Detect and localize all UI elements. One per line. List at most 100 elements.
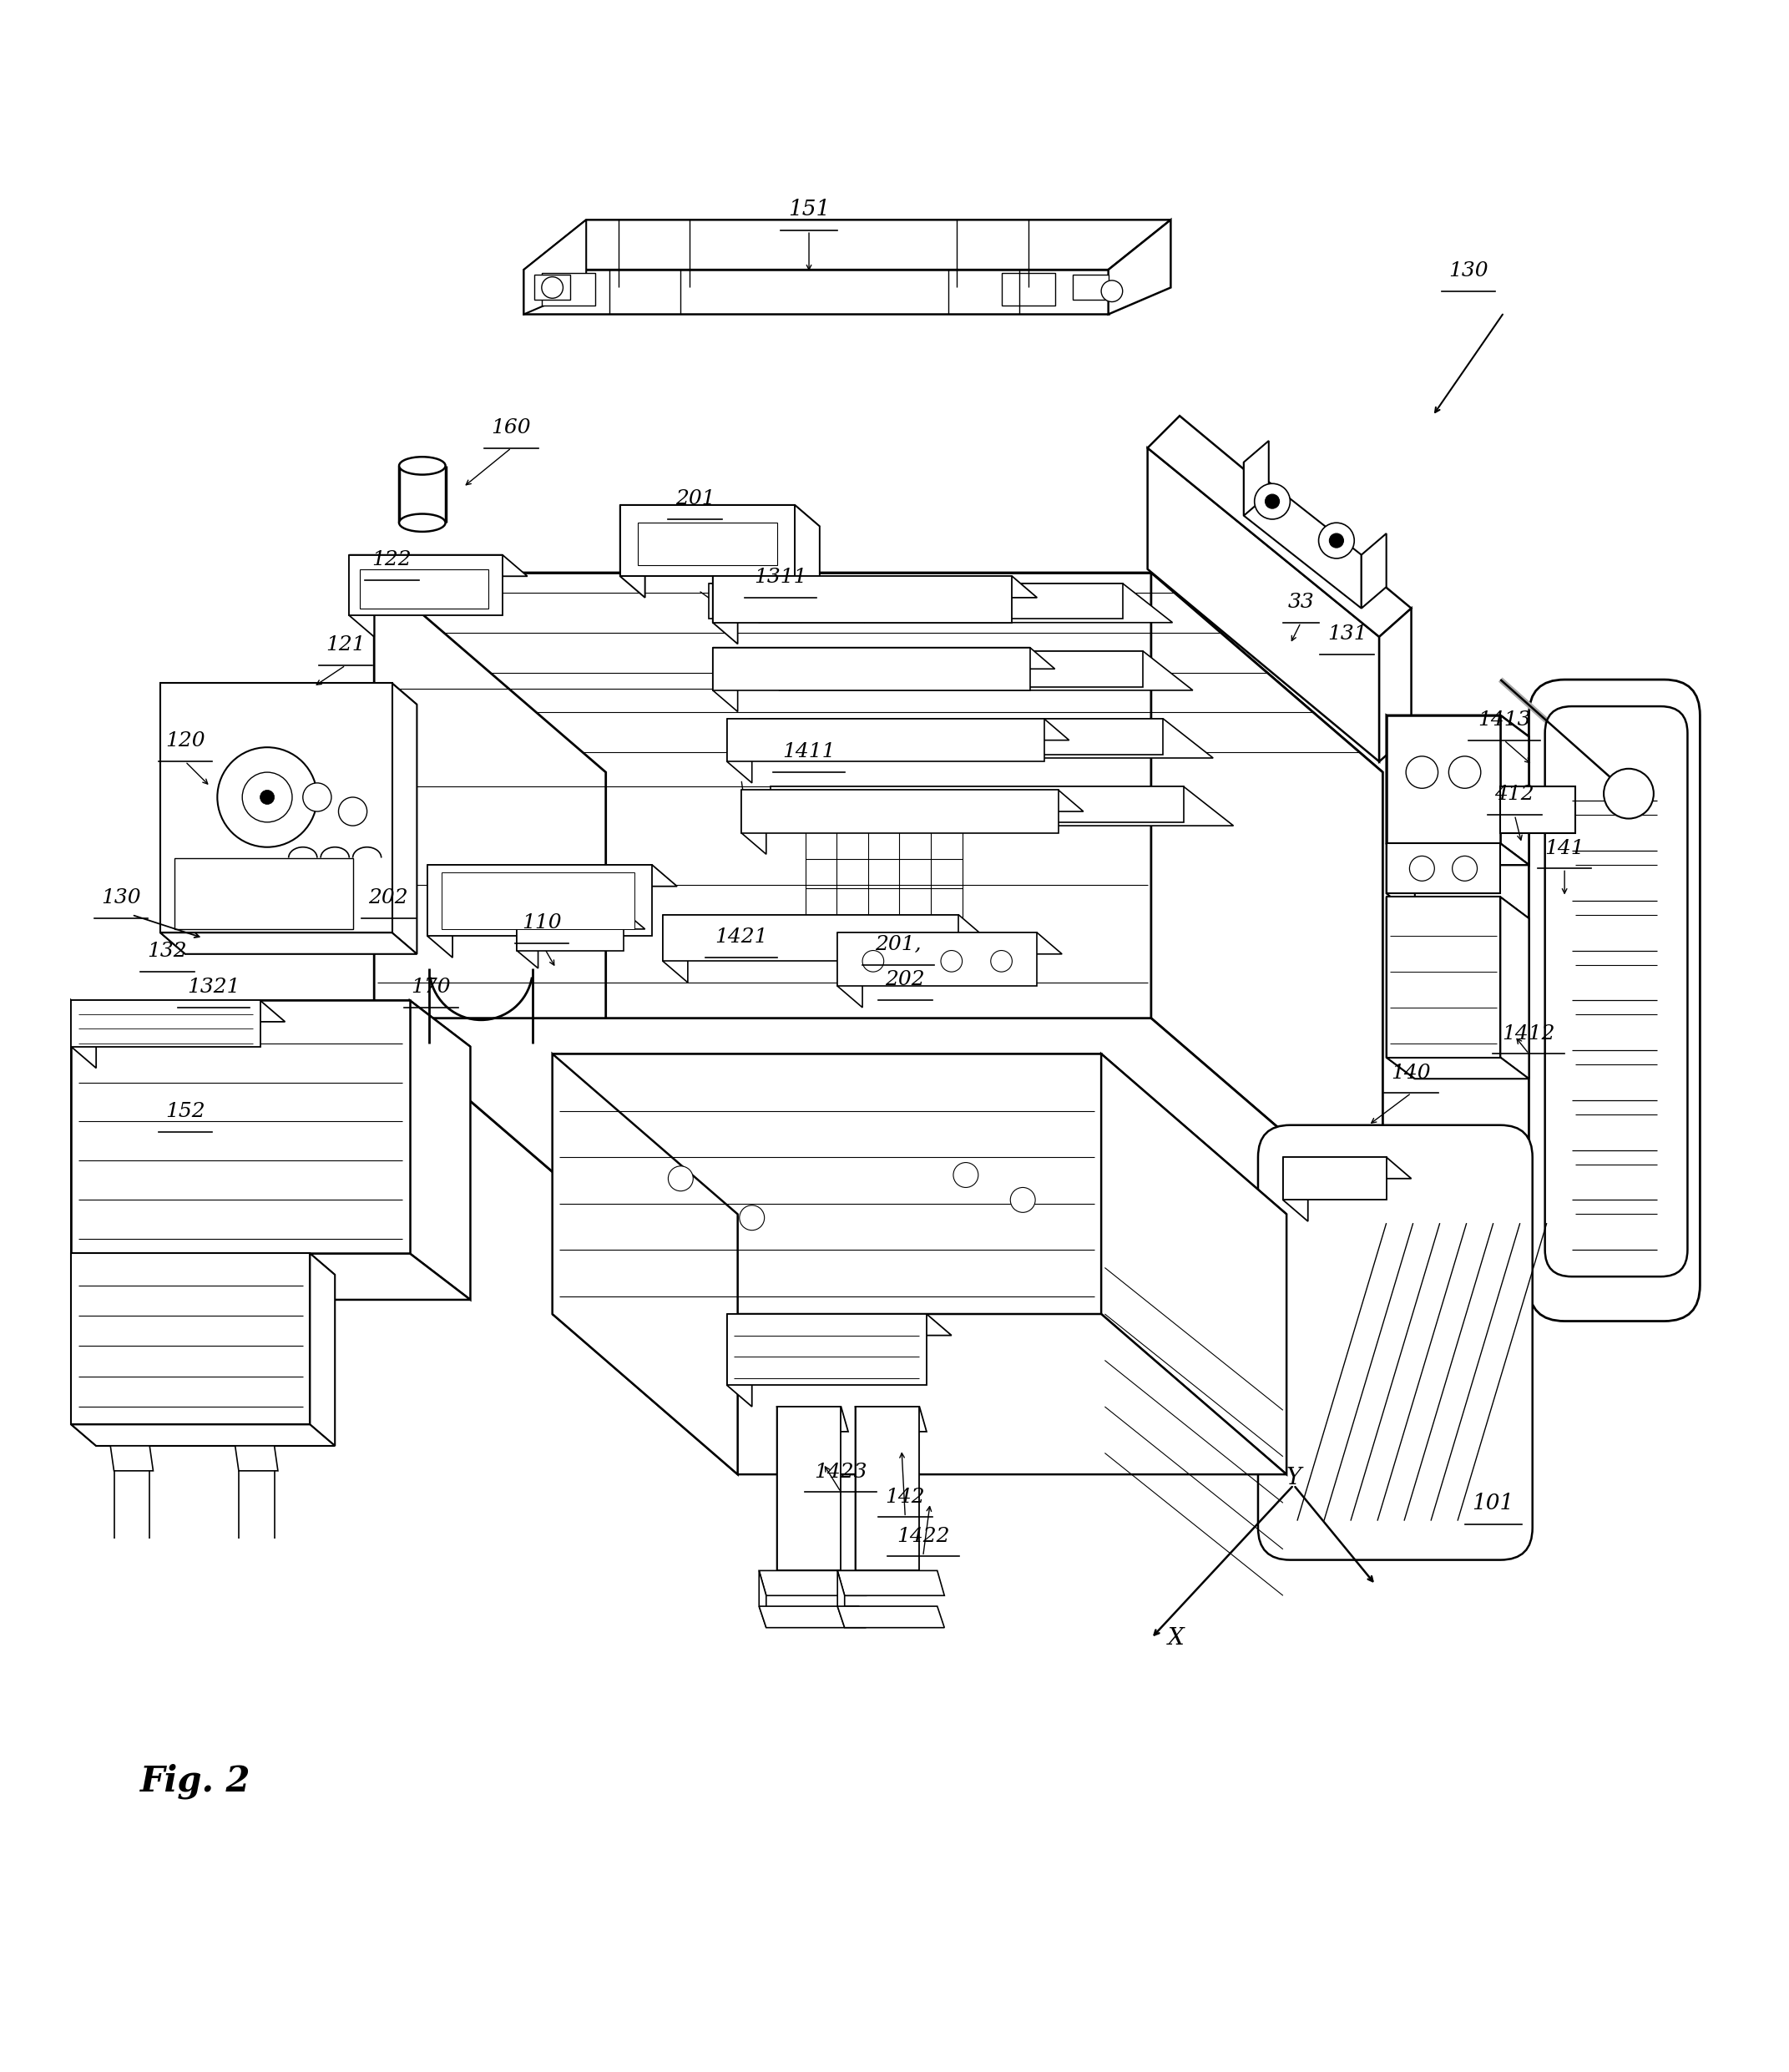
- Polygon shape: [374, 572, 1150, 1017]
- Polygon shape: [1147, 416, 1412, 636]
- FancyBboxPatch shape: [1546, 707, 1687, 1276]
- Polygon shape: [1283, 1156, 1386, 1200]
- Polygon shape: [392, 684, 417, 953]
- Text: 1411: 1411: [782, 742, 835, 762]
- Polygon shape: [161, 684, 186, 953]
- Polygon shape: [1501, 715, 1530, 864]
- Polygon shape: [1386, 715, 1415, 864]
- Ellipse shape: [399, 514, 445, 533]
- Polygon shape: [621, 506, 794, 576]
- Polygon shape: [1102, 1055, 1286, 1475]
- Text: 201,: 201,: [875, 934, 921, 953]
- Polygon shape: [428, 864, 653, 937]
- Text: 202: 202: [886, 970, 925, 990]
- Polygon shape: [524, 220, 1170, 269]
- Polygon shape: [374, 572, 606, 1218]
- Polygon shape: [1386, 843, 1501, 893]
- Circle shape: [242, 773, 292, 823]
- Text: X: X: [1168, 1627, 1184, 1649]
- Polygon shape: [524, 269, 1109, 315]
- Circle shape: [1318, 522, 1354, 559]
- Text: 131: 131: [1327, 626, 1367, 644]
- Text: 120: 120: [165, 731, 206, 750]
- Polygon shape: [741, 789, 766, 854]
- Polygon shape: [517, 912, 624, 951]
- Circle shape: [1410, 856, 1435, 881]
- Text: 141: 141: [1544, 839, 1585, 858]
- Bar: [542, 274, 596, 305]
- Text: Fig. 2: Fig. 2: [141, 1763, 250, 1798]
- Polygon shape: [161, 684, 392, 932]
- Circle shape: [216, 748, 317, 847]
- Circle shape: [1329, 533, 1344, 547]
- Text: 132: 132: [147, 943, 188, 961]
- Circle shape: [667, 1167, 692, 1191]
- Polygon shape: [726, 1314, 927, 1386]
- Polygon shape: [712, 649, 1056, 669]
- Polygon shape: [664, 916, 959, 961]
- Polygon shape: [72, 1254, 471, 1299]
- Bar: [1002, 274, 1056, 305]
- Polygon shape: [524, 220, 587, 315]
- Text: 122: 122: [372, 549, 411, 570]
- Circle shape: [1406, 756, 1438, 787]
- Polygon shape: [72, 1423, 335, 1446]
- Polygon shape: [837, 1606, 945, 1629]
- Polygon shape: [708, 584, 1172, 622]
- Polygon shape: [741, 789, 1059, 833]
- Polygon shape: [72, 1001, 132, 1299]
- Polygon shape: [855, 1407, 927, 1432]
- Polygon shape: [1109, 220, 1170, 315]
- Polygon shape: [1386, 843, 1530, 864]
- Polygon shape: [1386, 715, 1530, 738]
- Polygon shape: [1283, 1156, 1308, 1220]
- Polygon shape: [708, 584, 1123, 620]
- Polygon shape: [776, 1407, 784, 1595]
- FancyBboxPatch shape: [1258, 1125, 1533, 1560]
- Text: 1421: 1421: [716, 928, 767, 947]
- Polygon shape: [1386, 897, 1530, 918]
- Text: 1321: 1321: [188, 978, 240, 997]
- Polygon shape: [1386, 843, 1415, 916]
- Text: 152: 152: [165, 1102, 206, 1121]
- Polygon shape: [1147, 448, 1379, 762]
- Polygon shape: [1386, 897, 1415, 1080]
- Polygon shape: [837, 1571, 844, 1629]
- Circle shape: [1102, 280, 1123, 303]
- Text: 201: 201: [674, 489, 716, 508]
- Polygon shape: [855, 1407, 862, 1595]
- Text: 160: 160: [492, 419, 531, 437]
- Polygon shape: [759, 1571, 866, 1595]
- Polygon shape: [161, 684, 417, 704]
- Polygon shape: [621, 506, 646, 597]
- Circle shape: [302, 783, 331, 812]
- Polygon shape: [553, 1055, 1102, 1314]
- Circle shape: [941, 951, 962, 972]
- Circle shape: [1265, 495, 1279, 508]
- Text: 130: 130: [102, 889, 141, 908]
- Polygon shape: [234, 1446, 277, 1471]
- Polygon shape: [1501, 897, 1530, 1080]
- Text: 33: 33: [1288, 593, 1315, 611]
- Text: 202: 202: [369, 889, 408, 908]
- Text: 1423: 1423: [814, 1463, 868, 1481]
- Text: 142: 142: [886, 1488, 925, 1506]
- Circle shape: [542, 278, 564, 298]
- Polygon shape: [776, 1407, 848, 1432]
- Polygon shape: [726, 719, 751, 783]
- Text: 1413: 1413: [1478, 711, 1530, 729]
- Polygon shape: [741, 789, 1084, 812]
- Text: 1412: 1412: [1503, 1024, 1555, 1042]
- Polygon shape: [855, 1407, 920, 1571]
- Text: 110: 110: [522, 914, 562, 932]
- Polygon shape: [309, 1254, 335, 1446]
- Circle shape: [1011, 1187, 1036, 1212]
- Polygon shape: [759, 1606, 866, 1629]
- Polygon shape: [837, 932, 1038, 986]
- Polygon shape: [72, 1001, 284, 1021]
- Polygon shape: [72, 1254, 97, 1446]
- Circle shape: [1254, 483, 1290, 520]
- Text: 412: 412: [1496, 785, 1535, 804]
- Bar: [535, 276, 571, 300]
- Text: 130: 130: [1449, 261, 1488, 280]
